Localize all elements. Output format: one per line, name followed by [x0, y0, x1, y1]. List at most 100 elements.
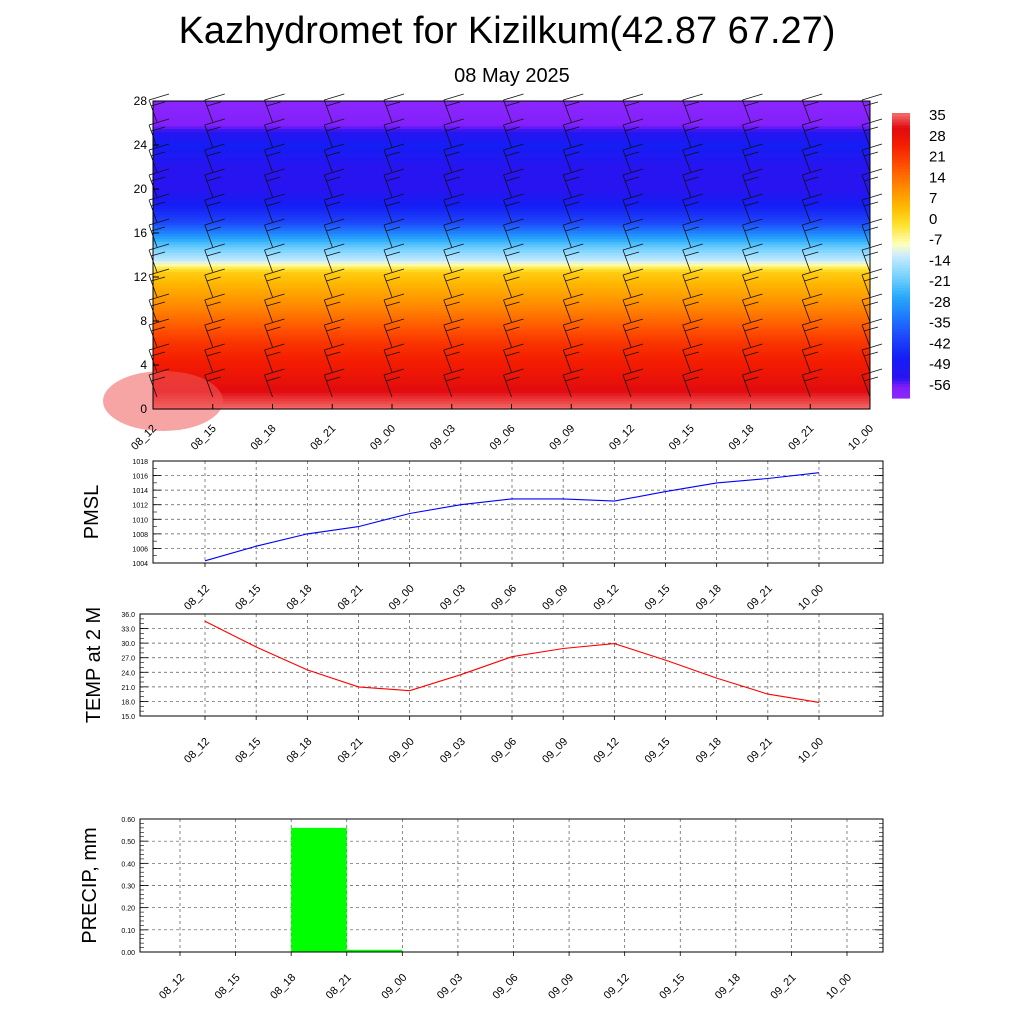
wind-barb-flag [445, 351, 460, 357]
wind-barb-flag [443, 343, 464, 351]
colorbar: 35 28 21 14 7 0 -7 -14 -21 -28 -35 -42 -49 -56 [892, 107, 951, 399]
y-tick-label: 20 [134, 182, 148, 196]
wind-barb [264, 349, 273, 373]
wind-barb [204, 199, 214, 223]
heatmap-band [153, 172, 870, 176]
x-tick-label: 10_00 [796, 583, 826, 613]
wind-barb-flag [148, 293, 170, 301]
wind-barb [383, 149, 393, 173]
colorbar-step [892, 240, 910, 245]
colorbar-step [892, 287, 910, 291]
wind-barb-flag [622, 193, 644, 201]
wind-barb [622, 249, 632, 273]
colorbar-step [892, 115, 910, 120]
wind-barb [264, 124, 273, 148]
wind-barb [861, 299, 871, 323]
x-tick-label: 09_03 [428, 423, 458, 453]
heatmap-band [153, 156, 870, 160]
heatmap-band [153, 230, 870, 234]
colorbar-label: 7 [929, 190, 937, 207]
colorbar-step [892, 203, 910, 207]
wind-barb-flag [204, 318, 225, 326]
wind-barb [383, 299, 393, 323]
pmsl-frame [152, 460, 884, 564]
heatmap-band [153, 257, 870, 262]
colorbar-step [892, 339, 910, 344]
y-tick-label: 0.20 [121, 906, 135, 913]
wind-barb [503, 199, 512, 223]
wind-barb-flag [804, 376, 819, 382]
wind-barb-flag [565, 101, 580, 107]
wind-barb [682, 274, 692, 298]
wind-barb-flag [324, 143, 345, 151]
wind-barb-flag [385, 326, 401, 332]
wind-barb [562, 349, 572, 373]
wind-barb [323, 149, 333, 173]
x-tick-label: 09_18 [713, 972, 743, 1002]
colorbar-step [892, 229, 910, 233]
colorbar-step [892, 171, 910, 175]
colorbar-label: -35 [929, 315, 951, 332]
x-tick-label: 09_06 [489, 583, 519, 613]
x-tick-label: 09_15 [643, 583, 673, 613]
wind-barb-flag [206, 326, 221, 332]
x-tick-label: 09_15 [657, 972, 687, 1002]
heatmap-band [153, 161, 870, 165]
wind-barb-flag [624, 251, 640, 257]
wind-barb [323, 324, 333, 348]
x-tick-label: 08_21 [308, 423, 338, 453]
wind-barb-flag [624, 226, 640, 232]
wind-barb-flag [443, 168, 464, 176]
wind-barb-flag [802, 293, 823, 301]
heatmap-band [153, 351, 870, 355]
wind-barb [562, 249, 572, 273]
wind-barb-flag [505, 201, 520, 207]
wind-barb-flag [206, 226, 221, 232]
wind-barb-flag [505, 126, 520, 132]
wind-barb [742, 299, 751, 323]
wind-barb-flag [563, 143, 584, 151]
heatmap-band [153, 183, 870, 187]
wind-barb-flag [266, 351, 281, 357]
x-tick-label: 09_18 [694, 736, 724, 766]
wind-barb-flag [264, 243, 285, 251]
wind-barb-flag [505, 301, 520, 307]
heatmap-band [153, 356, 870, 361]
wind-barb-flag [563, 193, 584, 201]
wind-barb-flag [266, 101, 281, 107]
wind-barb-flag [264, 343, 285, 351]
x-tick-label: 09_21 [745, 583, 775, 613]
wind-barb [742, 324, 751, 348]
heatmap-band [153, 381, 870, 385]
precip-frame [139, 818, 884, 953]
x-tick-label: 09_21 [745, 736, 775, 766]
wind-barb-flag [802, 193, 823, 201]
wind-barb-flag [682, 318, 703, 326]
colorbar-step [892, 360, 910, 364]
wind-barb-flag [565, 126, 580, 132]
heatmap-band [153, 164, 870, 168]
page-subtitle: 08 May 2025 [454, 65, 570, 87]
heatmap-band [153, 222, 870, 226]
wind-barb-flag [624, 126, 640, 132]
colorbar-step [892, 296, 910, 300]
colorbar-step [892, 176, 910, 181]
heatmap-band [153, 139, 870, 143]
colorbar-step [892, 395, 910, 399]
wind-barb-flag [264, 268, 285, 276]
wind-barb-flag [445, 226, 460, 232]
wind-barb-flag [742, 243, 763, 251]
wind-barb [383, 99, 393, 123]
wind-barb-flag [624, 276, 640, 282]
wind-barb [204, 124, 214, 148]
heatmap-band [153, 224, 870, 229]
wind-barb-flag [385, 301, 401, 307]
wind-barb [682, 249, 692, 273]
wind-barb [622, 199, 632, 223]
x-tick-label: 09_21 [786, 423, 816, 453]
wind-barb-flag [204, 368, 225, 376]
heatmap-band [153, 348, 870, 352]
precip-plot: 0.00 0.10 0.20 0.30 0.40 0.50 0.60 08_12 08_15 08… [79, 817, 884, 1002]
wind-barb-flag [264, 293, 285, 301]
